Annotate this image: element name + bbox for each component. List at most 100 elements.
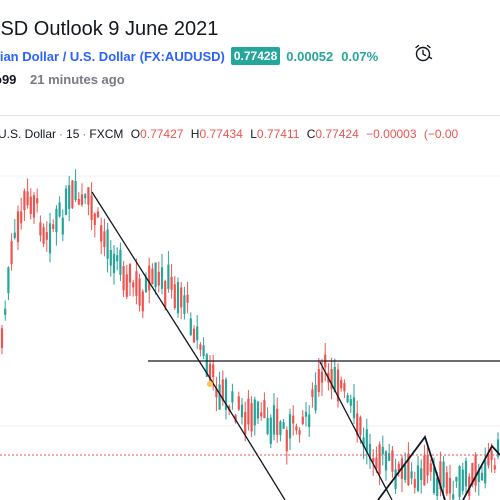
candle-body	[189, 318, 192, 336]
candle-body	[429, 463, 432, 472]
legend-low: 0.77411	[256, 127, 300, 141]
candle-body	[212, 364, 215, 378]
zigzag-pattern-1[interactable]	[377, 435, 446, 500]
alarm-clock-icon[interactable]	[413, 43, 433, 63]
candle-body	[116, 255, 119, 262]
candle-body	[391, 450, 394, 472]
candle-body	[423, 455, 426, 486]
candle-body	[439, 461, 442, 489]
candle-body	[80, 194, 84, 205]
published-time: 21 minutes ago	[30, 72, 125, 87]
legend-high-key: H	[190, 127, 200, 141]
legend-separator: ·	[59, 127, 64, 141]
candle-body	[461, 469, 464, 491]
candle-body	[42, 227, 45, 244]
candle-body	[128, 263, 132, 283]
candle-body	[135, 271, 138, 296]
candle-body	[122, 266, 125, 291]
legend-close-key: C	[306, 127, 316, 141]
candle-body	[317, 369, 320, 393]
candlestick-series	[0, 169, 500, 500]
candle-body	[407, 453, 410, 485]
header-divider	[0, 115, 500, 116]
candle-body	[119, 249, 122, 275]
candle-body	[311, 389, 314, 398]
candle-body	[186, 294, 189, 303]
candle-body	[276, 408, 279, 435]
candle-body	[10, 241, 13, 264]
candle-body	[68, 185, 71, 209]
legend-interval: 15	[66, 127, 80, 141]
trend-line-2[interactable]	[207, 374, 286, 500]
chart-legend: r / U.S. Dollar·15·FXCM O0.77427 H0.7743…	[0, 127, 458, 141]
candle-body	[109, 249, 112, 266]
symbol-code-link[interactable]: (FX:AUDUSD)	[139, 48, 225, 64]
legend-exchange: FXCM	[89, 127, 124, 141]
candle-body	[52, 224, 55, 229]
candle-body	[87, 187, 90, 205]
candle-body	[426, 455, 429, 476]
candle-body	[234, 415, 237, 422]
candle-body	[266, 418, 269, 435]
price-badge: 0.77428	[230, 47, 281, 65]
author-link[interactable]: o99	[0, 72, 17, 87]
trend-line-3[interactable]	[319, 361, 393, 500]
candle-body	[77, 199, 80, 205]
candle-body	[112, 253, 116, 274]
candle-body	[55, 208, 58, 233]
candle-body	[298, 430, 301, 435]
legend-pair[interactable]: r / U.S. Dollar	[0, 127, 57, 141]
candle-body	[208, 363, 212, 381]
candle-body	[455, 476, 458, 482]
candle-body	[4, 308, 7, 315]
candle-body	[240, 404, 244, 418]
candle-body	[237, 396, 240, 410]
candle-body	[375, 457, 378, 469]
candle-body	[160, 267, 164, 289]
candle-body	[39, 222, 42, 236]
zigzag-pattern-2[interactable]	[462, 444, 500, 500]
candle-body	[333, 366, 336, 392]
candle-body	[36, 198, 39, 204]
candle-body	[282, 422, 285, 429]
candle-body	[256, 401, 260, 419]
candle-body	[320, 371, 324, 383]
candle-body	[413, 479, 416, 488]
candle-body	[448, 478, 452, 494]
candle-body	[247, 398, 250, 425]
candle-body	[330, 369, 333, 389]
candle-body	[314, 384, 317, 411]
candle-body	[356, 413, 359, 436]
trend-line-1[interactable]	[91, 191, 209, 376]
candle-body	[272, 405, 276, 435]
symbol-name-link[interactable]: alian Dollar / U.S. Dollar	[0, 48, 136, 64]
candle-body	[164, 280, 167, 308]
candle-body	[58, 202, 61, 217]
candle-body	[340, 380, 343, 389]
marker-point	[207, 381, 213, 387]
candle-body	[45, 232, 48, 240]
legend-close: 0.77424	[315, 127, 359, 141]
candle-body	[106, 229, 109, 259]
candle-body	[183, 295, 186, 315]
candle-body	[148, 265, 151, 291]
candle-body	[362, 437, 365, 447]
candle-body	[410, 471, 413, 479]
candle-body	[381, 446, 384, 455]
candle-body	[61, 217, 64, 235]
candle-body	[32, 195, 36, 218]
candle-body	[0, 328, 4, 348]
candle-body	[372, 458, 375, 463]
candle-body	[170, 276, 173, 290]
candle-body	[397, 463, 400, 472]
candle-body	[173, 284, 176, 309]
candle-body	[253, 399, 256, 426]
candle-body	[215, 388, 218, 398]
candle-body	[84, 194, 87, 199]
candle-body	[231, 391, 234, 403]
candle-body	[20, 211, 23, 224]
candle-body	[484, 460, 487, 484]
candle-body	[103, 231, 106, 248]
price-chart[interactable]	[0, 120, 500, 500]
candle-body	[244, 412, 247, 435]
